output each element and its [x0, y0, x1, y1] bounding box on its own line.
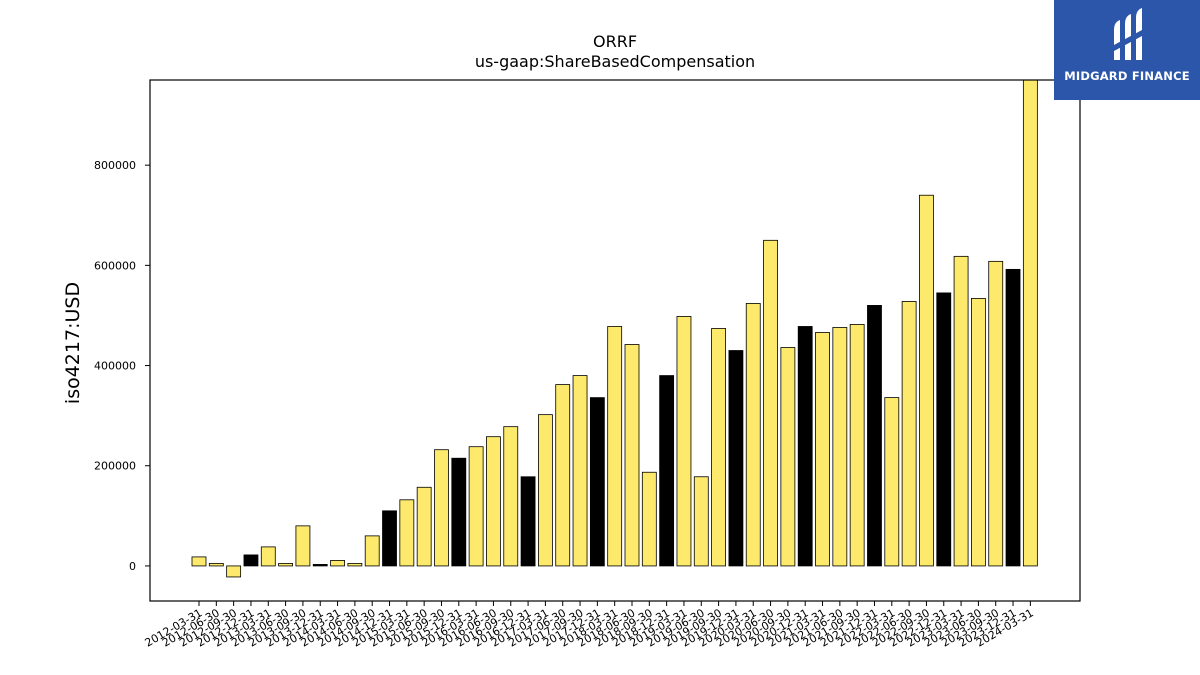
bar-2013-12-31	[312, 564, 328, 567]
midgard-logo-icon	[1114, 8, 1142, 60]
bar-2015-09-30	[434, 449, 449, 567]
logo-text: MIDGARD FINANCE	[1064, 69, 1190, 83]
bar-2013-09-30	[295, 525, 311, 567]
bar-2014-03-31	[330, 560, 345, 567]
bar-2019-06-30	[693, 476, 709, 567]
y-tick-label: 800000	[94, 159, 136, 172]
bar-2018-03-31	[607, 326, 623, 567]
bar-2016-12-31	[520, 476, 536, 567]
chart-subtitle: us-gaap:ShareBasedCompensation	[475, 52, 755, 71]
y-tick-label: 400000	[94, 360, 136, 373]
bar-2019-12-31	[728, 350, 744, 567]
midgard-finance-logo: MIDGARD FINANCE	[1054, 0, 1200, 100]
bar-2013-06-30	[278, 563, 294, 567]
bar-2017-09-30	[572, 375, 588, 567]
bar-2016-03-31	[468, 446, 484, 567]
bar-2015-12-31	[451, 457, 467, 567]
chart-title: ORRF	[593, 32, 637, 51]
bar-2020-09-30	[780, 347, 796, 567]
bar-2019-03-31	[676, 316, 692, 567]
bar-2021-12-31	[867, 305, 882, 567]
bar-2023-09-30	[988, 260, 1004, 567]
bar-2019-09-30	[711, 328, 726, 567]
bar-2023-06-30	[971, 298, 986, 567]
bar-2018-12-31	[659, 375, 675, 567]
bar-2021-06-30	[832, 327, 848, 567]
y-tick-label: 200000	[94, 460, 136, 473]
bar-2021-09-30	[849, 324, 865, 567]
y-tick-label: 600000	[94, 259, 136, 272]
bar-2018-06-30	[624, 344, 640, 567]
bar-2023-12-31	[1005, 268, 1021, 567]
bar-2017-03-31	[538, 414, 553, 567]
bar-2022-06-30	[901, 301, 917, 567]
bar-2024-03-31	[1022, 79, 1038, 567]
bar-2017-12-31	[589, 397, 605, 567]
bar-2012-09-30	[226, 565, 242, 578]
bar-2020-12-31	[797, 326, 813, 567]
bar-2016-09-30	[503, 426, 519, 567]
bar-2016-06-30	[486, 436, 501, 567]
bar-2018-09-30	[641, 471, 657, 567]
y-axis-label: iso4217:USD	[62, 282, 84, 404]
bar-2022-09-30	[919, 194, 934, 567]
plot-frame	[149, 79, 1081, 602]
bar-2014-06-30	[347, 563, 363, 567]
bar-2015-03-31	[399, 499, 415, 567]
bar-2012-03-31	[191, 556, 207, 567]
y-axis-ticks: 0 200000 400000 600000 800000	[94, 159, 150, 573]
bar-2012-06-30	[208, 563, 224, 567]
x-axis-ticks: 2012-03-312012-06-302012-09-302012-12-31…	[143, 601, 1036, 650]
bar-2020-06-30	[763, 239, 778, 567]
bar-2022-03-31	[884, 397, 900, 567]
bar-2015-06-30	[416, 486, 432, 567]
bar-2012-12-31	[243, 554, 259, 567]
bar-2013-03-31	[260, 546, 276, 567]
bar-2022-12-31	[936, 292, 952, 567]
bar-2020-03-31	[745, 303, 761, 567]
y-tick-label: 0	[129, 560, 136, 573]
bar-2014-12-31	[382, 510, 397, 567]
bar-2023-03-31	[953, 255, 969, 567]
bar-2014-09-30	[364, 535, 380, 567]
bar-2017-06-30	[555, 384, 571, 567]
bars-group	[191, 79, 1038, 578]
bar-2021-03-31	[815, 332, 830, 567]
